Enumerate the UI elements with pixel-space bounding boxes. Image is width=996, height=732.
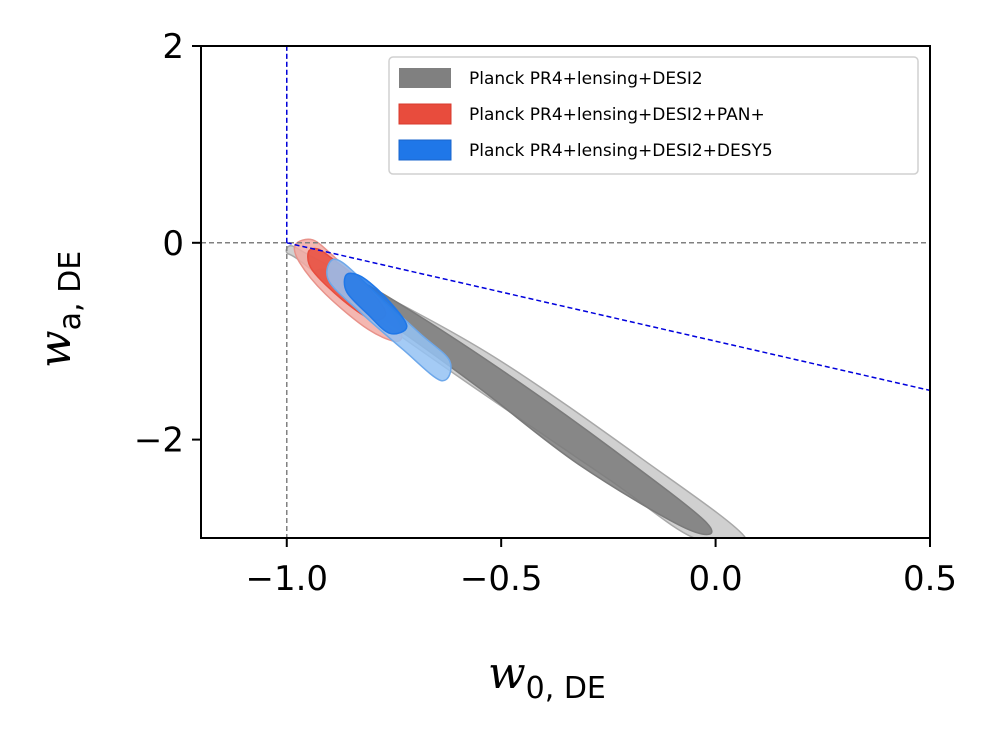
x-tick-label: 0.0 [689,559,743,599]
y-axis-label-main: w [30,330,81,368]
y-tick-label: 0 [162,224,184,264]
reference-line-layer [201,46,930,538]
legend-swatch-planck-desi2 [399,68,451,88]
x-tick-label: −0.5 [460,559,543,599]
legend-label-planck-desi2: Planck PR4+lensing+DESI2 [469,69,703,89]
x-axis-label-subscript: 0, DE [526,671,606,706]
y-axis-label-subscript: a, DE [53,251,88,331]
legend-swatch-planck-desi2-pan [398,103,452,125]
reference-line-prior-boundary-diagonal [286,242,930,392]
y-tick-label: −2 [134,421,184,461]
tick-layer: −1.0 −0.5 0.0 0.5 −2 0 2 [134,27,957,599]
y-tick-label: 2 [162,27,184,67]
x-tick-label: 0.5 [903,559,957,599]
y-axis-label: wa, DE [30,251,88,368]
legend-label-planck-desi2-pan: Planck PR4+lensing+DESI2+PAN+ [469,105,765,125]
contour-planck-pr4-lensing-desi2-desy5-68 [343,272,408,335]
x-tick-label: −1.0 [245,559,328,599]
legend-frame [388,56,919,175]
x-axis-label: w0, DE [488,648,606,706]
x-axis-label-main: w [488,648,526,699]
plot-frame [200,45,931,539]
legend-label-planck-desi2-desy5: Planck PR4+lensing+DESI2+DESY5 [469,141,773,161]
contour-layer [285,238,747,538]
legend-swatch-planck-desi2-desy5 [398,139,452,161]
legend: Planck PR4+lensing+DESI2 Planck PR4+lens… [388,56,919,175]
